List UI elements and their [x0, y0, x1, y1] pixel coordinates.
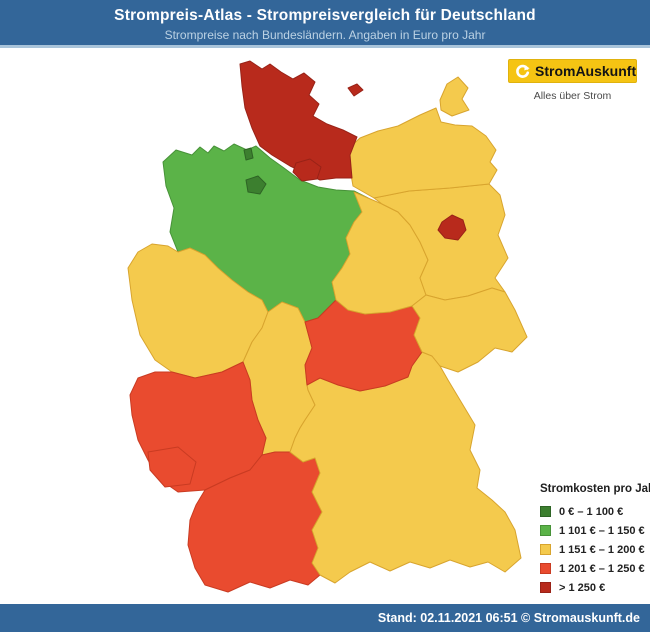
state-schleswig-holstein[interactable]: Schleswig-Holstein	[239, 60, 358, 181]
legend-item-label: 0 € – 1 100 €	[559, 505, 624, 518]
legend-color-swatch	[540, 525, 551, 536]
state-mecklenburg-vorpommern-ruegen[interactable]: Mecklenburg-Vorpommern (Rügen)	[439, 76, 470, 117]
legend-color-swatch	[540, 582, 551, 593]
legend-item: > 1 250 €	[540, 581, 648, 594]
legend-item-label: 1 151 € – 1 200 €	[559, 543, 645, 556]
stromauskunft-swoosh-icon	[516, 64, 530, 78]
state-sachsen[interactable]: Sachsen	[411, 287, 528, 373]
legend-color-swatch	[540, 506, 551, 517]
legend-title: Stromkosten pro Jahr	[540, 483, 650, 495]
state-schleswig-holstein-fehmarn[interactable]: Schleswig-Holstein (Fehmarn)	[347, 83, 364, 97]
legend-color-swatch	[540, 544, 551, 555]
state-saarland[interactable]: Saarland	[147, 446, 197, 488]
state-bremen[interactable]: Bremen	[245, 175, 267, 195]
legend-rows: 0 € – 1 100 € 1 101 € – 1 150 € 1 151 € – …	[540, 505, 648, 594]
legend-item-label: 1 201 € – 1 250 €	[559, 562, 645, 575]
state-nordrhein-westfalen[interactable]: Nordrhein-Westfalen	[127, 243, 269, 379]
legend-item: 1 201 € – 1 250 €	[540, 562, 648, 575]
stromauskunft-logo-box[interactable]: StromAuskunft	[508, 59, 637, 83]
legend-color-swatch	[540, 563, 551, 574]
header-bar: Strompreis-Atlas - Strompreisvergleich f…	[0, 0, 650, 48]
state-bayern[interactable]: Bayern	[289, 351, 522, 584]
legend-item-label: > 1 250 €	[559, 581, 606, 594]
page-title: Strompreis-Atlas - Strompreisvergleich f…	[114, 7, 536, 24]
legend-item: 0 € – 1 100 €	[540, 505, 648, 518]
state-hamburg[interactable]: Hamburg	[292, 158, 322, 182]
state-mecklenburg-vorpommern[interactable]: Mecklenburg-Vorpommern	[346, 107, 498, 199]
legend-item-label: 1 101 € – 1 150 €	[559, 524, 645, 537]
legend-item: 1 101 € – 1 150 €	[540, 524, 648, 537]
footer-stand-text: Stand: 02.11.2021 06:51 © Stromauskunft.…	[377, 611, 640, 625]
logo-brand-text: StromAuskunft	[535, 63, 637, 79]
legend-item: 1 151 € – 1 200 €	[540, 543, 648, 556]
map-legend: Stromkosten pro Jahr 0 € – 1 100 € 1 101 …	[540, 483, 650, 601]
page-subtitle: Strompreise nach Bundesländern. Angaben …	[164, 28, 486, 42]
state-bremen-bremerhaven[interactable]: Bremen (Bremerhaven)	[243, 147, 254, 161]
footer-bar: Stand: 02.11.2021 06:51 © Stromauskunft.…	[0, 604, 650, 632]
stromauskunft-logo[interactable]: StromAuskunft Alles über Strom	[508, 59, 637, 102]
logo-tagline: Alles über Strom	[533, 90, 612, 102]
state-berlin[interactable]: Berlin	[437, 214, 467, 241]
